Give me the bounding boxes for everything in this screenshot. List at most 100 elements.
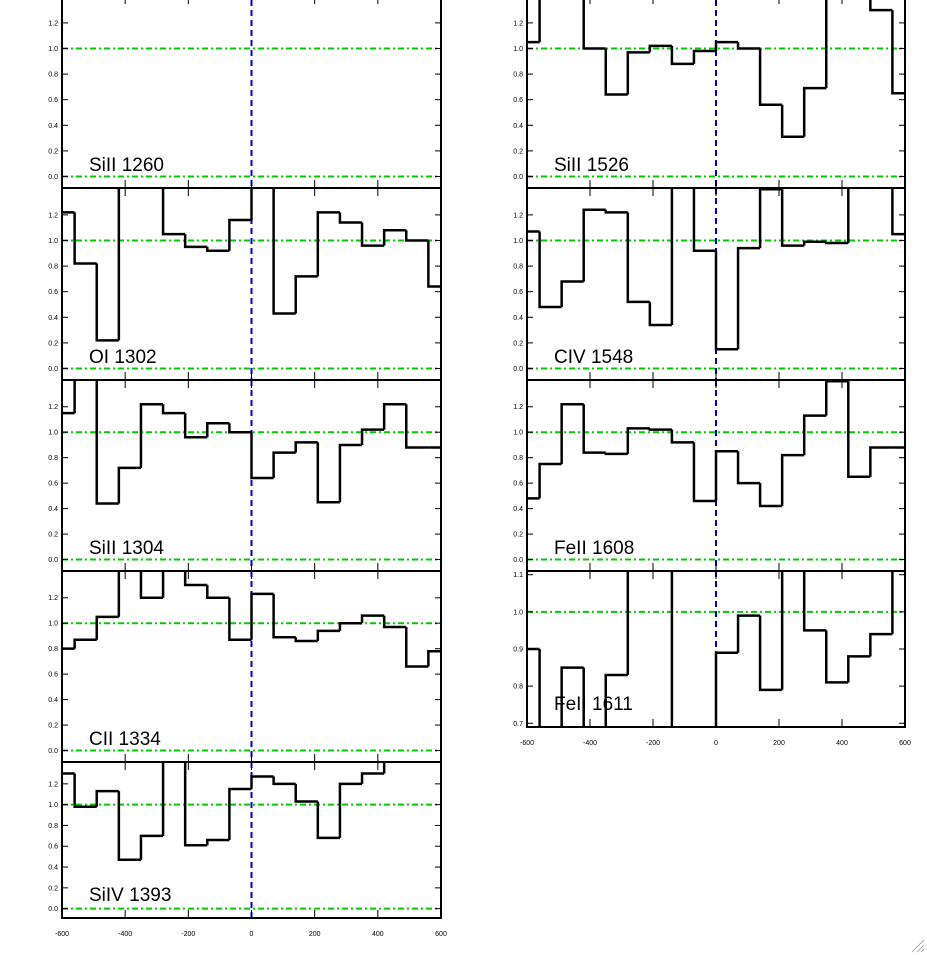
flux-step: [161, 404, 186, 415]
line-label: SiII 1304: [89, 538, 164, 559]
flux-step: [604, 673, 628, 727]
resize-grip: [911, 939, 925, 953]
y-tick-label: 0.0: [513, 557, 523, 564]
spectrum: [527, 0, 905, 139]
flux-step: [272, 451, 296, 479]
y-tick-label: 0.2: [513, 148, 523, 155]
flux-step: [802, 414, 827, 456]
flux-step: [847, 381, 871, 479]
flux-step: [714, 250, 739, 351]
flux-step: [538, 0, 541, 43]
flux-step: [626, 51, 650, 95]
y-tick-label: 1.0: [48, 238, 58, 245]
line-label: CIV 1548: [554, 347, 633, 368]
y-tick-label: 0.8: [48, 823, 58, 830]
y-tick-label: 0.0: [48, 366, 58, 373]
flux-step: [206, 585, 230, 599]
flux-step: [360, 222, 385, 247]
x-tick-label: -200: [181, 931, 195, 938]
flux-step: [891, 571, 894, 635]
flux-step: [95, 380, 119, 505]
flux-step: [139, 571, 164, 599]
x-tick-label: 200: [309, 931, 321, 938]
flux-step: [117, 466, 141, 504]
flux-step: [825, 241, 849, 245]
flux-step: [736, 42, 761, 50]
y-tick-label: 0.4: [513, 506, 523, 513]
flux-step: [692, 188, 716, 252]
flux-step: [604, 209, 628, 214]
flux-step: [360, 772, 385, 784]
x-tick-label: 0: [714, 740, 718, 747]
flux-step: [228, 597, 252, 642]
flux-step: [582, 667, 585, 727]
y-tick-label: 1.0: [513, 46, 523, 53]
flux-step: [139, 834, 164, 860]
spectrum: [62, 188, 441, 342]
flux-step: [626, 571, 630, 675]
flux-step: [780, 453, 805, 507]
flux-step: [582, 208, 606, 282]
y-tick-label: 0.4: [48, 123, 58, 130]
flux-step: [825, 380, 849, 416]
y-tick-label: 0.2: [48, 532, 58, 539]
spectrum: [62, 762, 386, 862]
flux-step: [714, 651, 739, 727]
flux-step: [670, 188, 674, 325]
flux-step: [648, 428, 672, 431]
flux-step: [183, 234, 208, 249]
y-tick-label: 0.8: [513, 72, 523, 79]
flux-step: [582, 404, 606, 454]
flux-step: [736, 246, 761, 350]
flux-step: [294, 783, 318, 803]
y-tick-label: 0.4: [48, 865, 58, 872]
flux-step: [294, 441, 318, 453]
y-tick-label: 0.6: [48, 844, 58, 851]
y-tick-label: 1.2: [48, 212, 58, 219]
y-tick-label: 0.4: [513, 123, 523, 130]
flux-step: [272, 776, 296, 786]
flux-step: [802, 240, 827, 246]
y-tick-label: 0.9: [513, 647, 523, 654]
y-tick-label: 0.0: [48, 906, 58, 913]
y-tick-label: 1.0: [513, 430, 523, 437]
flux-step: [161, 571, 165, 598]
flux-step: [626, 212, 650, 304]
flux-step: [692, 442, 716, 503]
y-tick-label: 0.6: [48, 672, 58, 679]
y-tick-label: 1.0: [513, 609, 523, 616]
y-tick-label: 1.2: [48, 781, 58, 788]
line-label: FeII 1611: [554, 694, 633, 715]
flux-step: [206, 422, 230, 438]
flux-step: [692, 49, 716, 64]
spectrum: [527, 380, 905, 508]
x-tick-label: 200: [773, 740, 785, 747]
flux-step: [560, 280, 584, 308]
y-tick-label: 1.0: [48, 430, 58, 437]
flux-step: [250, 188, 253, 220]
y-tick-label: 0.2: [48, 723, 58, 730]
flux-step: [228, 787, 252, 840]
flux-step: [891, 188, 905, 236]
flux-step: [869, 446, 893, 477]
y-tick-label: 0.8: [513, 264, 523, 271]
flux-step: [825, 0, 828, 89]
y-tick-label: 1.2: [48, 20, 58, 27]
flux-step: [272, 593, 296, 639]
y-tick-label: 0.4: [513, 315, 523, 322]
flux-step: [626, 427, 650, 454]
flux-step: [316, 211, 340, 277]
flux-step: [228, 423, 252, 434]
flux-step: [161, 762, 165, 836]
x-tick-label: 600: [435, 931, 447, 938]
flux-step: [560, 402, 584, 465]
flux-step: [538, 462, 562, 499]
y-tick-label: 1.2: [48, 404, 58, 411]
line-label: SiIV 1393: [89, 885, 171, 906]
y-tick-label: 0.8: [48, 72, 58, 79]
x-tick-label: 400: [836, 740, 848, 747]
flux-step: [560, 666, 584, 727]
flux-step: [73, 773, 97, 808]
flux-step: [405, 404, 429, 449]
